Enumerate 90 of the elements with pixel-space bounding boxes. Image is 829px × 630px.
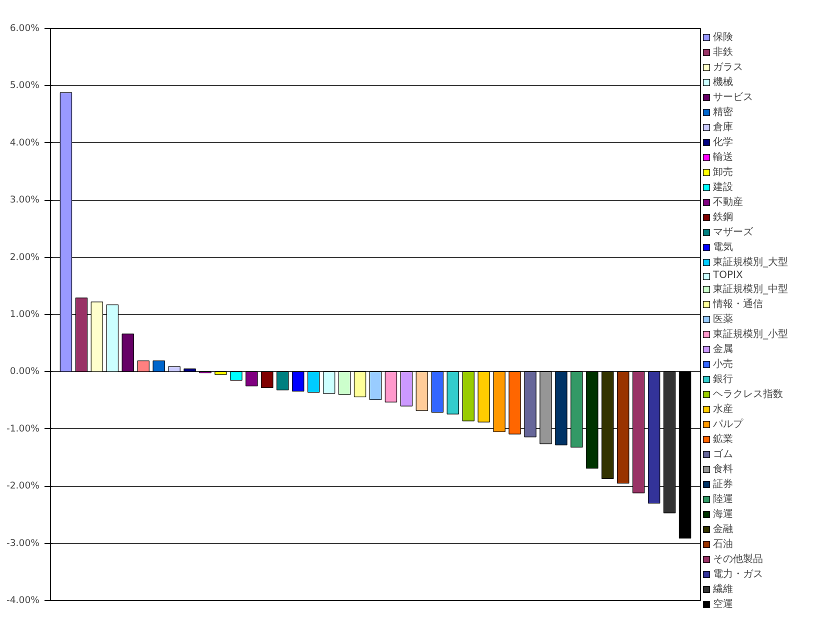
- bar: [663, 371, 676, 514]
- bar: [214, 371, 227, 375]
- bar: [384, 371, 398, 402]
- bar: [246, 371, 258, 386]
- y-tick-label: 4.00%: [10, 137, 40, 148]
- bar: [230, 371, 242, 381]
- legend-label: 海運: [713, 508, 733, 521]
- legend-label: 食料: [713, 462, 733, 476]
- legend-label: 東証規模別_大型: [713, 256, 788, 269]
- legend-label: 保険: [713, 31, 733, 44]
- bar: [602, 371, 614, 479]
- bar: [493, 371, 506, 432]
- bar: [570, 371, 583, 448]
- legend-label: 精密: [713, 106, 733, 119]
- legend-label: 銀行: [713, 373, 733, 386]
- legend-label: 水産: [713, 402, 733, 416]
- bar: [586, 371, 598, 469]
- legend-label: ガラス: [713, 61, 743, 74]
- bar: [555, 371, 568, 446]
- legend-label: ゴム: [713, 448, 733, 461]
- y-tick-label: 3.00%: [10, 194, 40, 206]
- legend-label: 不動産: [713, 196, 743, 209]
- bar: [106, 304, 119, 372]
- legend-label: 化学: [713, 136, 733, 149]
- legend-label: マザーズ: [713, 226, 753, 239]
- bar: [354, 371, 366, 398]
- legend-label: 電力・ガス: [713, 568, 763, 581]
- legend-label: 輸送: [713, 151, 733, 164]
- legend-label: 卸売: [713, 166, 733, 179]
- legend-label: 空運: [713, 598, 733, 611]
- legend-label: 石油: [713, 538, 733, 551]
- legend-label: ヘラクレス指数: [713, 388, 783, 401]
- bar: [168, 366, 180, 372]
- y-tick-label: -2.00%: [6, 480, 40, 492]
- bar: [678, 371, 692, 538]
- bar: [416, 371, 428, 411]
- y-tick-label: -3.00%: [6, 538, 40, 549]
- legend-label: 鉄鋼: [713, 210, 733, 224]
- bar: [446, 371, 459, 414]
- bar: [632, 371, 645, 494]
- bar: [292, 371, 304, 392]
- legend-label: TOPIX: [713, 270, 743, 281]
- bar: [75, 298, 88, 372]
- bar: [369, 371, 382, 400]
- bar: [400, 371, 413, 406]
- y-tick-label: 2.00%: [10, 252, 40, 263]
- bar: [90, 302, 104, 372]
- bar: [508, 371, 521, 434]
- bar: [152, 360, 165, 372]
- legend-label: サービス: [713, 91, 753, 104]
- legend-label: 小売: [713, 358, 733, 371]
- bar: [338, 371, 351, 395]
- bar: [122, 334, 134, 372]
- legend-label: 医薬: [713, 312, 733, 326]
- legend-label: 非鉄: [713, 46, 733, 59]
- legend-label: 建設: [713, 180, 733, 194]
- legend-label: 倉庫: [713, 120, 733, 134]
- bar: [137, 360, 150, 372]
- bar: [184, 368, 196, 372]
- legend-label: 繊維: [713, 582, 733, 596]
- legend-label: パルプ: [713, 418, 743, 431]
- bar: [261, 371, 274, 388]
- bar: [60, 92, 72, 372]
- legend-label: 金属: [713, 343, 733, 356]
- bar: [524, 371, 536, 438]
- legend-label: 陸運: [713, 492, 733, 506]
- bar: [540, 371, 552, 444]
- legend-label: その他製品: [713, 552, 763, 566]
- legend-label: 東証規模別_中型: [713, 282, 788, 296]
- legend-label: 金融: [713, 522, 733, 536]
- legend-label: 情報・通信: [713, 298, 763, 311]
- legend-label: 機械: [713, 76, 733, 89]
- y-tick-label: 5.00%: [10, 80, 40, 92]
- bar: [617, 371, 630, 484]
- legend-label: 証券: [713, 478, 733, 491]
- bar: [431, 371, 444, 413]
- bar: [307, 371, 320, 393]
- bar: [478, 371, 490, 422]
- y-tick-label: 0.00%: [10, 366, 40, 378]
- y-tick-label: 1.00%: [10, 309, 40, 320]
- bar: [462, 371, 474, 422]
- legend-label: 鉱業: [713, 432, 733, 446]
- bar: [322, 371, 336, 394]
- y-tick-label: -4.00%: [6, 595, 40, 606]
- legend-label: 電気: [713, 241, 733, 254]
- y-tick-label: 6.00%: [10, 23, 40, 34]
- bar: [276, 371, 289, 390]
- bar: [648, 371, 660, 504]
- y-tick-label: -1.00%: [6, 423, 40, 434]
- legend-label: 東証規模別_小型: [713, 328, 788, 341]
